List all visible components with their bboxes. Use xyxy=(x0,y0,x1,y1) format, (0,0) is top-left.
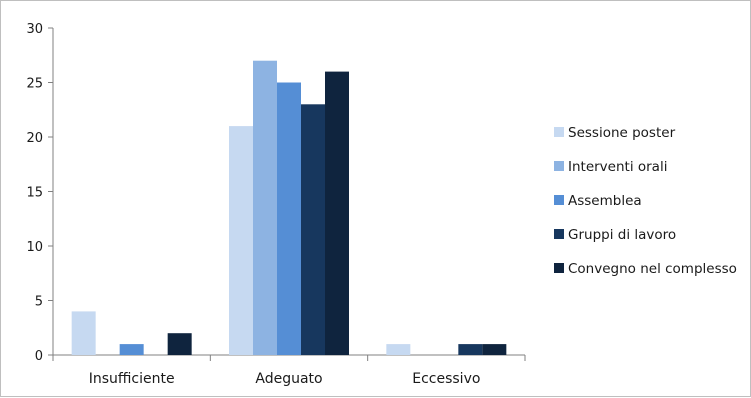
bar xyxy=(458,344,483,355)
legend-label: Assemblea xyxy=(568,193,642,209)
legend-swatch xyxy=(554,161,564,171)
bar xyxy=(325,71,349,355)
legend-swatch xyxy=(554,229,564,239)
legend-swatch xyxy=(554,127,564,137)
bar xyxy=(482,344,507,355)
bar xyxy=(277,82,301,355)
chart-labels: 0 5 10 15 20 25 30 Insufficiente Adeguato Eccessi… xyxy=(26,22,480,387)
legend-label: Interventi orali xyxy=(568,159,667,175)
bar xyxy=(386,344,411,355)
bar xyxy=(167,333,192,355)
y-tick-label: 15 xyxy=(26,186,43,201)
legend-label: Sessione poster xyxy=(568,125,676,141)
x-category-label: Insufficiente xyxy=(89,371,175,387)
bar xyxy=(301,104,325,355)
chart-bars xyxy=(71,60,507,355)
bar xyxy=(71,311,96,355)
y-tick-label: 20 xyxy=(26,131,43,146)
y-tick-label: 5 xyxy=(35,295,43,310)
legend-label: Convegno nel complesso xyxy=(568,261,737,277)
y-tick-label: 10 xyxy=(26,240,43,255)
legend-label: Gruppi di lavoro xyxy=(568,227,676,243)
x-category-label: Eccessivo xyxy=(412,371,480,387)
bar xyxy=(253,60,277,355)
legend-swatch xyxy=(554,263,564,273)
chart-legend: Sessione poster Interventi orali Assemblea… xyxy=(554,125,737,277)
x-category-label: Adeguato xyxy=(255,371,322,387)
legend-swatch xyxy=(554,195,564,205)
y-tick-label: 30 xyxy=(26,22,43,37)
bar xyxy=(229,126,253,355)
y-tick-label: 0 xyxy=(35,349,43,364)
y-tick-label: 25 xyxy=(26,77,43,92)
bar xyxy=(119,344,144,355)
